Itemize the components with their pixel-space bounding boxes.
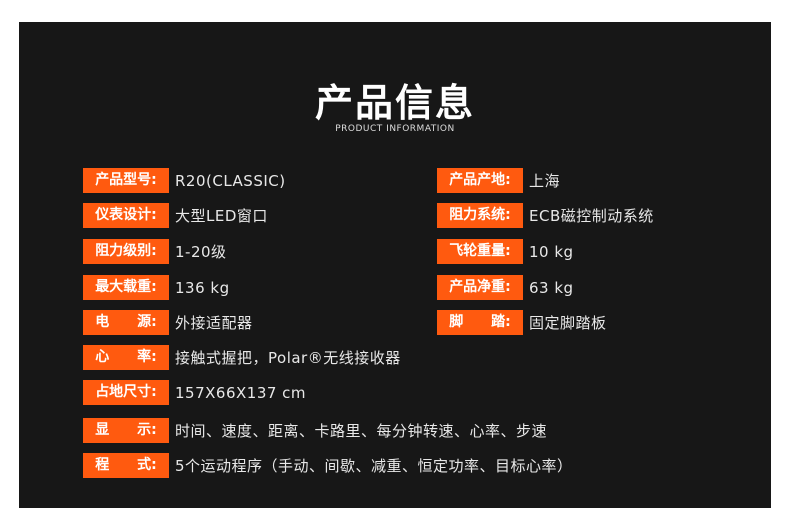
page-title: 产品信息 [314, 81, 475, 125]
spec-row: 产品产地: 上海 [437, 168, 560, 193]
spec-value: 10 kg [529, 242, 574, 261]
spec-value: 上海 [529, 172, 561, 190]
spec-row: 占地尺寸: 157X66X137 cm [83, 380, 306, 405]
spec-label: 最大载重: [83, 275, 169, 300]
spec-label: 显 示: [83, 418, 169, 443]
spec-label: 产品型号: [83, 168, 169, 193]
spec-row: 显 示: 时间、速度、距离、卡路里、每分钟转速、心率、步速 [83, 418, 547, 443]
spec-value: 外接适配器 [175, 314, 253, 332]
spec-label: 电 源: [83, 310, 169, 335]
spec-value: 大型LED窗口 [175, 207, 268, 225]
spec-value: 5个运动程序（手动、间歇、减重、恒定功率、目标心率） [175, 457, 573, 475]
spec-label: 程 式: [83, 453, 169, 478]
spec-value: 63 kg [529, 278, 574, 297]
spec-row: 产品型号: R20(CLASSIC) [83, 168, 286, 193]
spec-value: 1-20级 [175, 243, 227, 261]
spec-row: 程 式: 5个运动程序（手动、间歇、减重、恒定功率、目标心率） [83, 453, 573, 478]
spec-value: 接触式握把，Polar®无线接收器 [175, 349, 401, 367]
spec-label: 产品产地: [437, 168, 523, 193]
spec-value: 固定脚踏板 [529, 314, 607, 332]
spec-row: 电 源: 外接适配器 [83, 310, 253, 335]
spec-row: 心 率: 接触式握把，Polar®无线接收器 [83, 345, 401, 370]
spec-value: 157X66X137 cm [175, 383, 307, 402]
spec-label: 占地尺寸: [83, 380, 169, 405]
page-subtitle: PRODUCT INFORMATION [335, 124, 455, 134]
spec-value: ECB磁控制动系统 [529, 207, 654, 225]
spec-row: 产品净重: 63 kg [437, 275, 574, 300]
spec-label: 飞轮重量: [437, 239, 523, 264]
spec-value: 136 kg [175, 278, 230, 297]
spec-label: 仪表设计: [83, 203, 169, 228]
spec-row: 脚 踏: 固定脚踏板 [437, 310, 607, 335]
spec-label: 脚 踏: [437, 310, 523, 335]
spec-value: 时间、速度、距离、卡路里、每分钟转速、心率、步速 [175, 422, 548, 440]
spec-label: 阻力级别: [83, 239, 169, 264]
spec-row: 阻力级别: 1-20级 [83, 239, 227, 264]
spec-row: 阻力系统: ECB磁控制动系统 [437, 203, 654, 228]
spec-value: R20(CLASSIC) [175, 171, 286, 190]
spec-label: 阻力系统: [437, 203, 523, 228]
spec-label: 心 率: [83, 345, 169, 370]
spec-row: 仪表设计: 大型LED窗口 [83, 203, 268, 228]
spec-row: 飞轮重量: 10 kg [437, 239, 574, 264]
spec-row: 最大载重: 136 kg [83, 275, 230, 300]
spec-label: 产品净重: [437, 275, 523, 300]
